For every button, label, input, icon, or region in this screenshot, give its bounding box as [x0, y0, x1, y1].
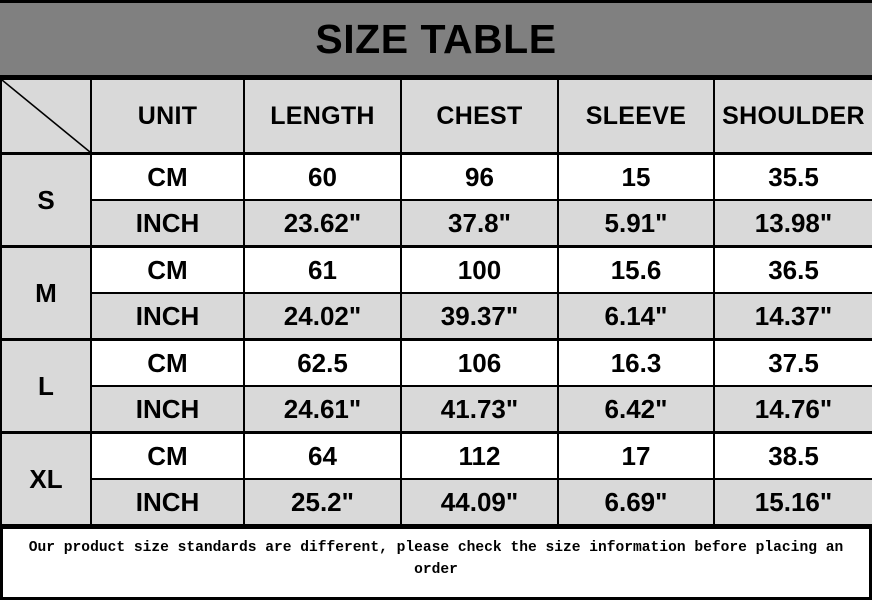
cell-length-inch: 24.61": [243, 385, 402, 434]
cell-shoulder-inch: 13.98": [713, 199, 872, 248]
footer-note-text: Our product size standards are different…: [28, 540, 844, 578]
footer-note: Our product size standards are different…: [0, 526, 872, 600]
cell-shoulder-cm: 38.5: [713, 431, 872, 480]
cell-shoulder-inch: 15.16": [713, 478, 872, 526]
unit-label-inch: INCH: [90, 199, 245, 248]
table-row: INCH 24.61" 41.73" 6.42" 14.76": [1, 385, 872, 434]
column-header-unit: UNIT: [90, 78, 245, 155]
column-header-length: LENGTH: [243, 78, 402, 155]
unit-label-inch: INCH: [90, 478, 245, 526]
cell-length-cm: 64: [243, 431, 402, 480]
table-row: INCH 23.62" 37.8" 5.91" 13.98": [1, 199, 872, 248]
cell-length-inch: 23.62": [243, 199, 402, 248]
title-bar: SIZE TABLE: [0, 3, 872, 78]
cell-chest-inch: 37.8": [400, 199, 559, 248]
cell-shoulder-cm: 35.5: [713, 152, 872, 201]
cell-shoulder-inch: 14.37": [713, 292, 872, 341]
cell-length-cm: 62.5: [243, 338, 402, 387]
cell-length-cm: 61: [243, 245, 402, 294]
column-header-shoulder: SHOULDER: [713, 78, 872, 155]
table-row: XL CM 64 112 17 38.5: [0, 431, 872, 526]
table-row: L CM 62.5 106 16.3 37.5: [0, 338, 872, 434]
cell-chest-cm: 96: [400, 152, 559, 201]
table-row: INCH 24.02" 39.37" 6.14" 14.37": [1, 292, 872, 341]
size-label-cell: XL: [0, 431, 92, 526]
size-label-cell: S: [0, 152, 92, 248]
corner-cell-diagonal: [0, 78, 92, 155]
cell-length-inch: 24.02": [243, 292, 402, 341]
cell-sleeve-inch: 6.14": [557, 292, 715, 341]
cell-chest-inch: 39.37": [400, 292, 559, 341]
size-label-cell: M: [0, 245, 92, 341]
cell-sleeve-inch: 6.42": [557, 385, 715, 434]
cell-shoulder-inch: 14.76": [713, 385, 872, 434]
cell-chest-inch: 41.73": [400, 385, 559, 434]
cell-shoulder-cm: 36.5: [713, 245, 872, 294]
table-header-row: UNIT LENGTH CHEST SLEEVE SHOULDER: [0, 78, 872, 155]
unit-label-cm: CM: [90, 338, 245, 387]
unit-label-inch: INCH: [90, 292, 245, 341]
cell-sleeve-cm: 17: [557, 431, 715, 480]
diagonal-line-icon: [2, 80, 90, 152]
size-label-cell: L: [0, 338, 92, 434]
cell-sleeve-inch: 5.91": [557, 199, 715, 248]
cell-shoulder-cm: 37.5: [713, 338, 872, 387]
cell-sleeve-cm: 16.3: [557, 338, 715, 387]
unit-label-inch: INCH: [90, 385, 245, 434]
cell-sleeve-cm: 15.6: [557, 245, 715, 294]
cell-chest-cm: 112: [400, 431, 559, 480]
unit-label-cm: CM: [90, 431, 245, 480]
table-row: M CM 61 100 15.6 36.5: [0, 245, 872, 341]
table-row: INCH 25.2" 44.09" 6.69" 15.16": [1, 478, 872, 526]
cell-chest-cm: 100: [400, 245, 559, 294]
cell-length-cm: 60: [243, 152, 402, 201]
cell-chest-inch: 44.09": [400, 478, 559, 526]
unit-label-cm: CM: [90, 152, 245, 201]
column-header-chest: CHEST: [400, 78, 559, 155]
cell-sleeve-inch: 6.69": [557, 478, 715, 526]
table-row: S CM 60 96 15 35.5: [0, 152, 872, 248]
column-header-sleeve: SLEEVE: [557, 78, 715, 155]
unit-label-cm: CM: [90, 245, 245, 294]
cell-sleeve-cm: 15: [557, 152, 715, 201]
page-title: SIZE TABLE: [315, 15, 557, 62]
cell-length-inch: 25.2": [243, 478, 402, 526]
size-table: UNIT LENGTH CHEST SLEEVE SHOULDER S CM 6…: [0, 78, 872, 526]
cell-chest-cm: 106: [400, 338, 559, 387]
